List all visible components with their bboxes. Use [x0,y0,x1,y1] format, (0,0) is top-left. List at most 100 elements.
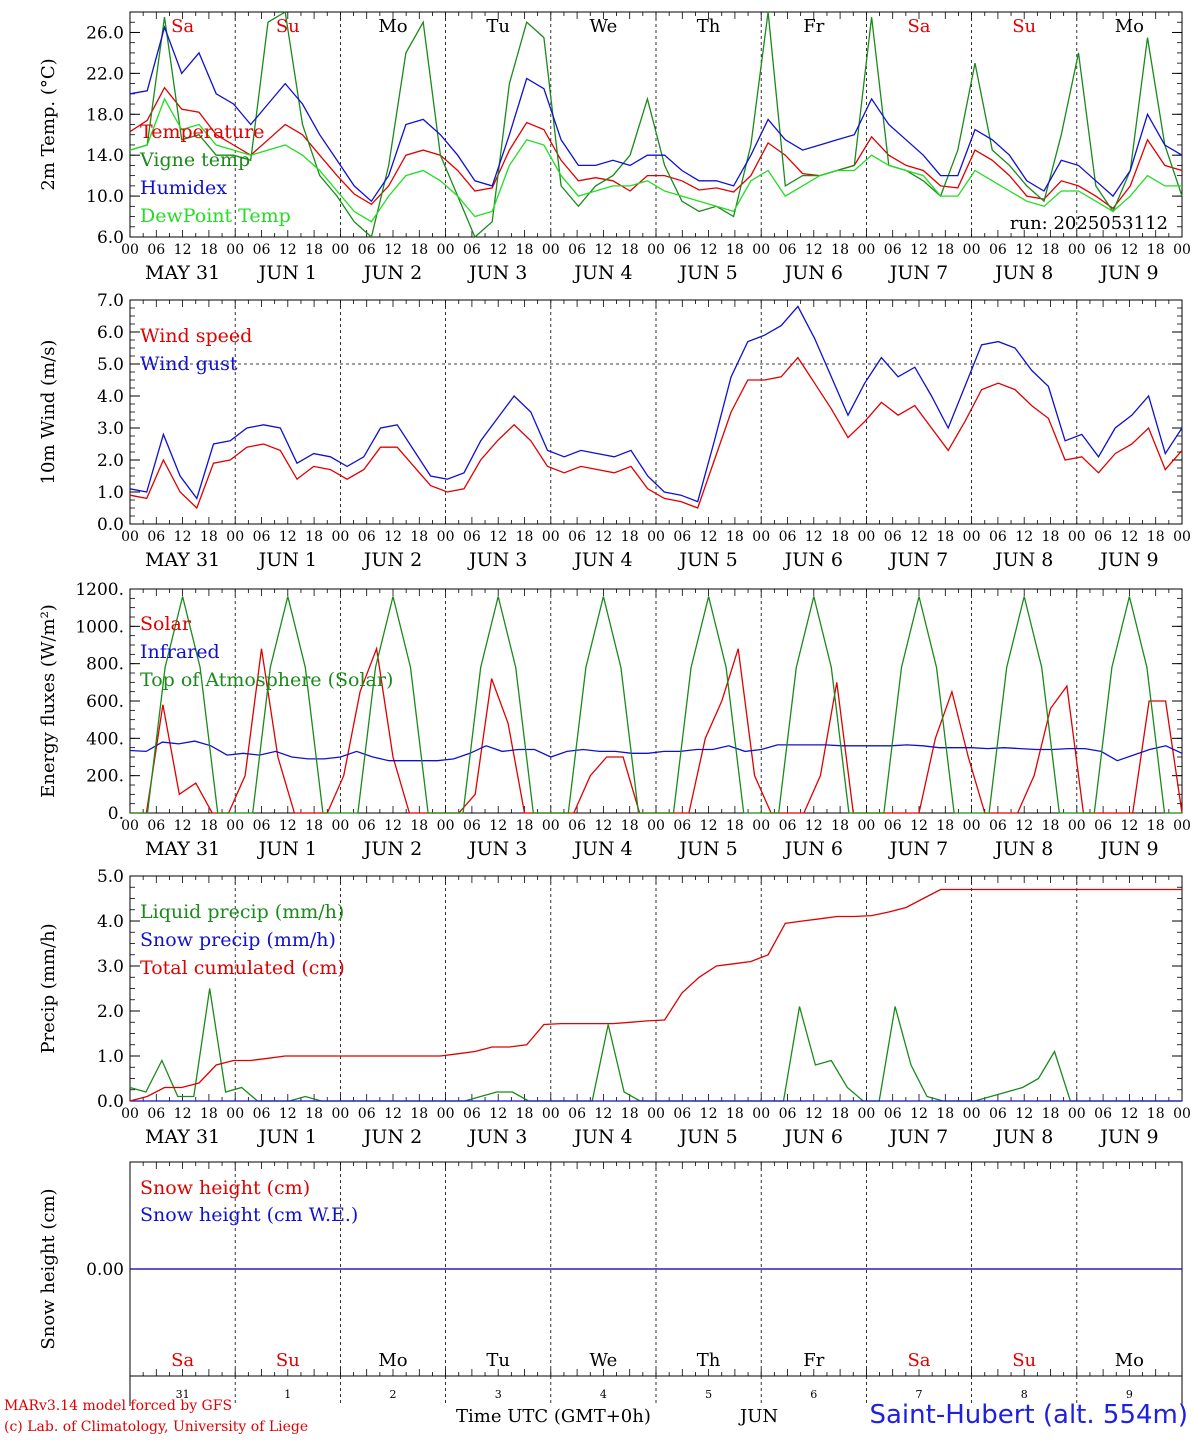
date-label: JUN 4 [572,262,632,284]
hour-tick-label: 18 [1147,818,1165,834]
hour-tick-label: 00 [121,1106,139,1122]
hour-tick-label: 00 [1068,1106,1086,1122]
y-axis-label: 2m Temp. (°C) [38,58,59,190]
legend-entry: Solar [140,613,192,635]
hour-tick-label: 06 [779,529,797,545]
day-number-label: 9 [1126,1388,1133,1401]
day-of-week-label: Tu [486,16,510,37]
hour-tick-label: 12 [1120,242,1138,258]
hour-tick-label: 18 [410,818,428,834]
hour-tick-label: 12 [805,242,823,258]
hour-tick-label: 12 [594,1106,612,1122]
hour-tick-label: 18 [936,529,954,545]
date-label: JUN 2 [362,549,422,571]
legend-entry: Snow height (cm W.E.) [140,1204,358,1226]
day-number-label: 5 [705,1388,712,1401]
y-tick-label: 26.0 [86,23,124,43]
series-line [129,740,1183,762]
hour-tick-label: 06 [463,818,481,834]
hour-tick-label: 18 [621,1106,639,1122]
hour-tick-label: 06 [463,529,481,545]
date-label: MAY 31 [145,1126,220,1148]
day-number-label: 6 [810,1388,817,1401]
hour-tick-label: 06 [147,242,165,258]
date-label: JUN 7 [888,1126,948,1148]
hour-tick-label: 00 [121,529,139,545]
hour-tick-label: 12 [1015,1106,1033,1122]
date-label: JUN 8 [993,838,1053,860]
hour-tick-label: 06 [884,818,902,834]
legend-entry: Temperature [140,121,264,143]
hour-tick-label: 12 [279,1106,297,1122]
model-credit: MARv3.14 model forced by GFS [4,1398,233,1414]
hour-tick-label: 12 [174,242,192,258]
date-label: JUN 4 [572,838,632,860]
hour-tick-label: 06 [884,529,902,545]
hour-tick-label: 12 [805,1106,823,1122]
y-tick-label: 200. [86,767,124,787]
hour-tick-label: 12 [700,242,718,258]
hour-tick-label: 12 [700,529,718,545]
hour-tick-label: 00 [437,529,455,545]
date-label: JUN 9 [1098,838,1158,860]
hour-tick-label: 06 [568,242,586,258]
hour-tick-label: 06 [779,818,797,834]
hour-tick-label: 12 [1015,818,1033,834]
y-tick-label: 2.0 [97,451,124,471]
date-label: JUN 2 [362,1126,422,1148]
hour-tick-label: 12 [279,242,297,258]
y-tick-label: 4.0 [97,387,124,407]
date-label: JUN 3 [467,262,527,284]
y-axis-label: Energy fluxes (W/m²) [38,604,59,798]
hour-tick-label: 18 [200,1106,218,1122]
y-tick-label: 1.0 [97,1047,124,1067]
hour-tick-label: 18 [936,1106,954,1122]
station-label: Saint-Hubert (alt. 554m) [869,1400,1188,1430]
legend-entry: Snow height (cm) [140,1177,310,1199]
date-label: JUN 5 [677,549,737,571]
hour-tick-label: 12 [174,1106,192,1122]
hour-tick-label: 18 [410,529,428,545]
hour-tick-label: 18 [726,529,744,545]
hour-tick-label: 06 [1094,242,1112,258]
hour-tick-label: 18 [621,529,639,545]
day-of-week-label: We [590,16,618,37]
hour-tick-label: 06 [253,242,271,258]
hour-tick-label: 00 [647,529,665,545]
hour-tick-label: 00 [542,529,560,545]
y-tick-label: 7.0 [97,291,124,311]
time-axis-label: Time UTC (GMT+0h) [456,1406,651,1427]
legend-entry: Top of Atmosphere (Solar) [140,669,393,691]
hour-tick-label: 18 [305,1106,323,1122]
day-of-week-label: We [590,1350,618,1371]
hour-tick-label: 00 [226,242,244,258]
y-tick-label: 800. [86,655,124,675]
day-of-week-label: Su [276,16,300,37]
date-label: JUN 3 [467,1126,527,1148]
hour-tick-label: 00 [963,1106,981,1122]
series-line [129,305,1183,503]
legend-entry: Vigne temp [139,149,250,171]
hour-tick-label: 00 [1068,242,1086,258]
date-label: JUN 7 [888,262,948,284]
y-tick-label: 14.0 [86,146,124,166]
hour-tick-label: 18 [831,818,849,834]
date-label: JUN 9 [1098,549,1158,571]
hour-tick-label: 00 [752,242,770,258]
hour-tick-label: 00 [542,818,560,834]
hour-tick-label: 00 [752,1106,770,1122]
date-label: JUN 5 [677,1126,737,1148]
hour-tick-label: 06 [989,818,1007,834]
hour-tick-label: 06 [673,529,691,545]
hour-tick-label: 00 [1173,242,1191,258]
series-line [129,10,1183,239]
day-of-week-label: Sa [907,1350,930,1371]
hour-tick-label: 18 [1147,529,1165,545]
date-label: JUN 7 [888,549,948,571]
date-label: JUN 3 [467,838,527,860]
y-tick-label: 4.0 [97,912,124,932]
hour-tick-label: 06 [884,1106,902,1122]
hour-tick-label: 18 [936,242,954,258]
hour-tick-label: 00 [542,1106,560,1122]
y-tick-label: 400. [86,729,124,749]
